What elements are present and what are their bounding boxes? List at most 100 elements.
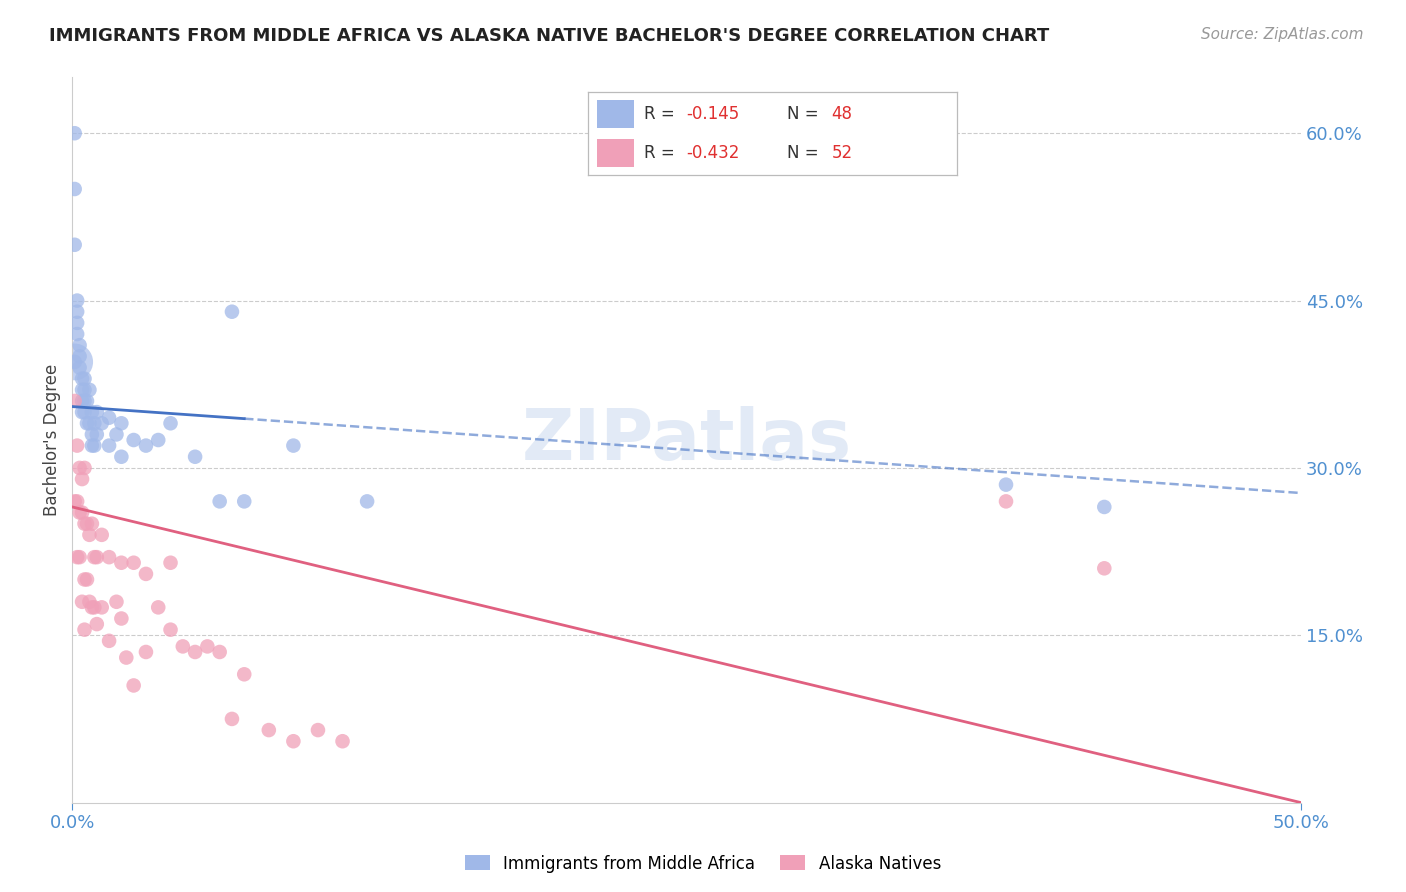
Point [105, 427, 128, 442]
Point [208, 645, 231, 659]
Point [69, 360, 91, 375]
Point [70, 472, 93, 486]
Point [73, 573, 96, 587]
Point [79, 528, 101, 542]
Point [221, 304, 243, 318]
Point [80, 427, 103, 442]
Point [86, 427, 108, 442]
Point [86, 405, 108, 419]
Point [184, 645, 207, 659]
Point [172, 640, 194, 654]
Point [69, 550, 91, 565]
Point [90, 417, 112, 431]
Point [69, 461, 91, 475]
Point [73, 394, 96, 409]
Point [69, 506, 91, 520]
Point [159, 556, 181, 570]
Point [73, 623, 96, 637]
Point [90, 528, 112, 542]
Point [148, 600, 170, 615]
Point [122, 556, 145, 570]
Point [283, 734, 305, 748]
Point [79, 595, 101, 609]
Point [80, 600, 103, 615]
Point [66, 293, 89, 308]
Point [66, 550, 89, 565]
Point [995, 477, 1018, 491]
Point [63, 355, 86, 369]
Point [63, 394, 86, 409]
Point [73, 516, 96, 531]
Point [98, 410, 121, 425]
Point [90, 600, 112, 615]
Point [63, 182, 86, 196]
Point [69, 349, 91, 363]
Point [73, 383, 96, 397]
Legend: Immigrants from Middle Africa, Alaska Natives: Immigrants from Middle Africa, Alaska Na… [458, 848, 948, 880]
Text: Source: ZipAtlas.com: Source: ZipAtlas.com [1201, 27, 1364, 42]
Point [110, 450, 132, 464]
Point [86, 617, 108, 632]
Point [79, 417, 101, 431]
Point [66, 304, 89, 318]
Point [66, 326, 89, 341]
Point [221, 712, 243, 726]
Point [86, 550, 108, 565]
Point [83, 600, 105, 615]
Point [105, 595, 128, 609]
Point [69, 338, 91, 352]
Point [83, 550, 105, 565]
Point [76, 417, 98, 431]
Point [1092, 561, 1115, 575]
Point [73, 405, 96, 419]
Point [76, 573, 98, 587]
Point [233, 667, 256, 681]
Point [1092, 500, 1115, 514]
Point [80, 516, 103, 531]
Point [63, 126, 86, 140]
Point [135, 439, 157, 453]
Point [257, 723, 280, 737]
Point [80, 405, 103, 419]
Point [76, 394, 98, 409]
Point [208, 494, 231, 508]
Point [70, 405, 93, 419]
Point [135, 566, 157, 581]
Point [98, 550, 121, 565]
Point [63, 494, 86, 508]
Point [122, 433, 145, 447]
Point [110, 556, 132, 570]
Text: ZIPatlas: ZIPatlas [522, 406, 852, 475]
Point [73, 461, 96, 475]
Point [184, 450, 207, 464]
Point [73, 372, 96, 386]
Text: IMMIGRANTS FROM MIDDLE AFRICA VS ALASKA NATIVE BACHELOR'S DEGREE CORRELATION CHA: IMMIGRANTS FROM MIDDLE AFRICA VS ALASKA … [49, 27, 1049, 45]
Point [83, 439, 105, 453]
Point [98, 633, 121, 648]
Point [135, 645, 157, 659]
Point [122, 678, 145, 692]
Point [70, 595, 93, 609]
Point [233, 494, 256, 508]
Point [70, 372, 93, 386]
Point [66, 316, 89, 330]
Point [110, 417, 132, 431]
Point [79, 383, 101, 397]
Y-axis label: Bachelor's Degree: Bachelor's Degree [44, 364, 60, 516]
Point [307, 723, 329, 737]
Point [63, 237, 86, 252]
Point [66, 494, 89, 508]
Point [83, 417, 105, 431]
Point [195, 640, 218, 654]
Point [332, 734, 354, 748]
Point [283, 439, 305, 453]
Point [115, 650, 138, 665]
Point [356, 494, 378, 508]
Point [148, 433, 170, 447]
Point [159, 417, 181, 431]
Point [63, 355, 86, 369]
Point [98, 439, 121, 453]
Point [995, 494, 1018, 508]
Point [159, 623, 181, 637]
Point [70, 506, 93, 520]
